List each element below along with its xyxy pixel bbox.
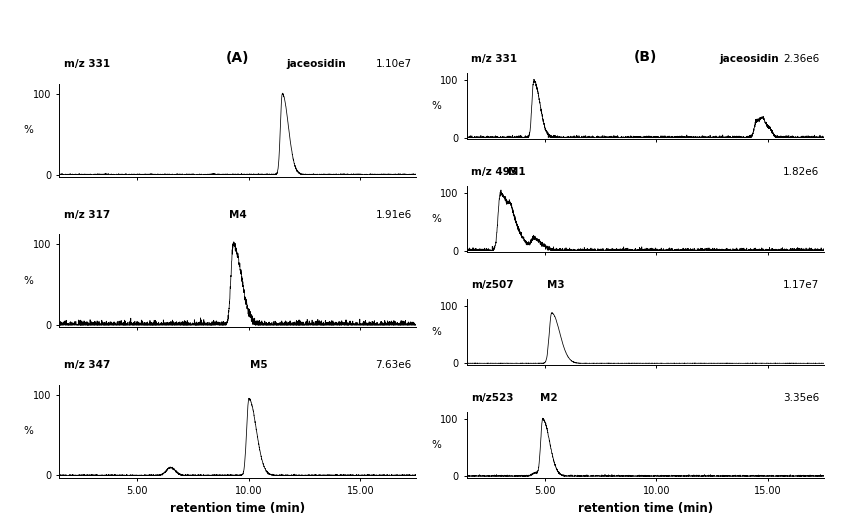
Text: M5: M5 [250,360,268,370]
Text: m/z507: m/z507 [471,280,514,290]
Y-axis label: %: % [24,426,33,436]
Text: 1.91e6: 1.91e6 [375,210,412,219]
Text: 1.17e7: 1.17e7 [783,280,819,290]
Text: M2: M2 [540,393,558,403]
Text: 1.10e7: 1.10e7 [375,59,412,69]
Text: (B): (B) [633,50,657,64]
Text: jaceosidin: jaceosidin [286,59,346,69]
Text: jaceosidin: jaceosidin [719,54,779,64]
Text: m/z 317: m/z 317 [64,210,110,219]
Y-axis label: %: % [431,101,441,112]
Y-axis label: %: % [24,125,33,135]
Text: m/z 331: m/z 331 [64,59,110,69]
Text: M1: M1 [508,167,526,177]
Text: 3.35e6: 3.35e6 [783,393,819,403]
Text: M3: M3 [548,280,565,290]
X-axis label: retention time (min): retention time (min) [577,502,713,515]
X-axis label: retention time (min): retention time (min) [170,502,306,515]
Y-axis label: %: % [431,440,441,450]
Text: (A): (A) [226,52,250,65]
Text: 7.63e6: 7.63e6 [375,360,412,370]
Text: m/z 493: m/z 493 [471,167,517,177]
Text: m/z523: m/z523 [471,393,514,403]
Text: M4: M4 [229,210,246,219]
Text: m/z 347: m/z 347 [64,360,110,370]
Y-axis label: %: % [431,327,441,337]
Text: 1.82e6: 1.82e6 [783,167,819,177]
Y-axis label: %: % [431,214,441,224]
Text: m/z 331: m/z 331 [471,54,517,64]
Y-axis label: %: % [24,276,33,286]
Text: 2.36e6: 2.36e6 [783,54,819,64]
